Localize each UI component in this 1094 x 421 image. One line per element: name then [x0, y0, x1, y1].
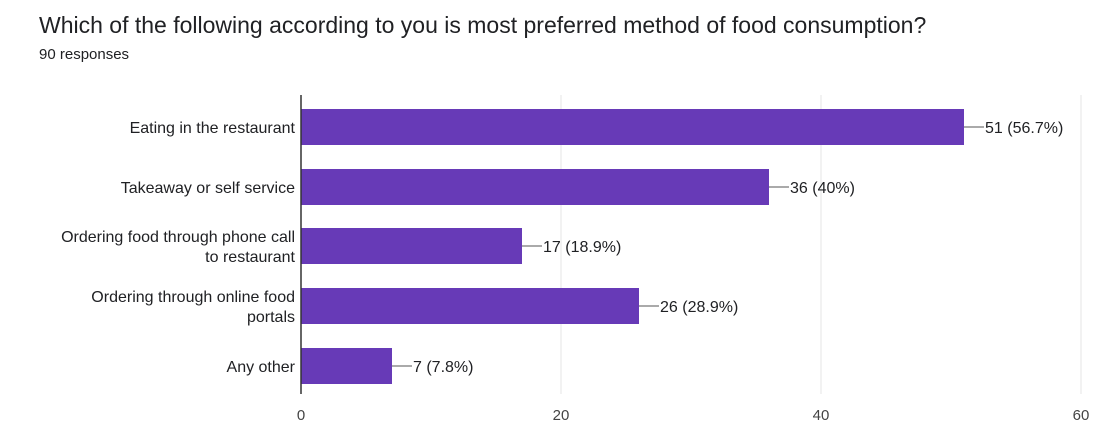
category-label: Eating in the restaurant: [130, 120, 296, 137]
x-tick-label: 60: [1073, 407, 1090, 421]
x-tick-label: 40: [813, 407, 830, 421]
category-label: Takeaway or self service: [121, 180, 295, 197]
bar: [301, 228, 522, 264]
value-label: 36 (40%): [790, 180, 855, 197]
bar: [301, 348, 392, 384]
category-label: Ordering through online food: [91, 289, 295, 306]
value-label: 7 (7.8%): [413, 359, 473, 376]
value-label: 17 (18.9%): [543, 239, 621, 256]
x-tick-label: 0: [297, 407, 305, 421]
bar: [301, 288, 639, 324]
question-title: Which of the following according to you …: [39, 12, 927, 38]
category-label: to restaurant: [205, 249, 295, 266]
value-label: 51 (56.7%): [985, 120, 1063, 137]
bar: [301, 169, 769, 205]
x-tick-label: 20: [553, 407, 570, 421]
response-count: 90 responses: [39, 46, 130, 63]
category-label: Ordering food through phone call: [61, 229, 295, 246]
value-label: 26 (28.9%): [660, 299, 738, 316]
bar: [301, 109, 964, 145]
category-label: Any other: [227, 359, 296, 376]
category-label: portals: [247, 309, 295, 326]
